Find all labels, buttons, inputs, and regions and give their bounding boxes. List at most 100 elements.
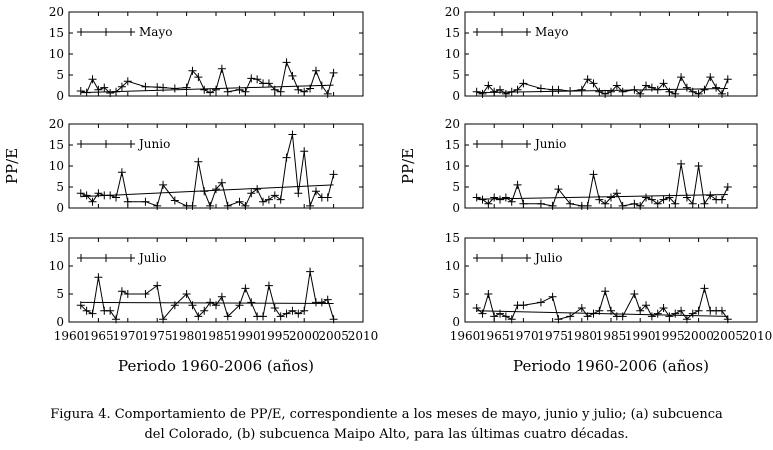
data-point <box>712 83 721 92</box>
data-point <box>282 309 291 318</box>
data-point <box>618 87 627 96</box>
data-point <box>583 201 592 210</box>
legend-marker <box>77 254 85 262</box>
legend-marker <box>102 28 110 36</box>
data-point <box>294 189 303 198</box>
x-tick-label: 1990 <box>230 329 261 343</box>
data-point <box>601 287 610 296</box>
data-point <box>259 197 268 206</box>
data-point <box>329 315 338 324</box>
y-tick-label: 10 <box>49 159 64 173</box>
data-point <box>665 312 674 321</box>
data-point <box>112 193 121 202</box>
data-point <box>706 73 715 82</box>
y-tick-label: 10 <box>49 259 64 273</box>
data-point <box>94 273 103 282</box>
trend-line <box>476 194 728 200</box>
data-point <box>636 89 645 98</box>
data-point <box>82 306 91 315</box>
data-point <box>247 74 256 83</box>
legend-label: Julio <box>533 251 562 265</box>
y-tick-label: 0 <box>56 89 64 103</box>
legend-marker <box>473 140 481 148</box>
data-point <box>665 193 674 202</box>
legend-label: Junio <box>137 137 170 151</box>
chart-b: 0 5 10 15 20 Mayo 0 5 10 15 20 Junio 0 5 10 15 Julio 1960… <box>399 5 772 375</box>
x-tick-label: 1980 <box>567 329 598 343</box>
data-point <box>618 201 627 210</box>
data-point <box>235 301 244 310</box>
data-point <box>501 89 510 98</box>
x-tick-label: 2010 <box>348 329 379 343</box>
data-point <box>607 87 615 96</box>
legend-marker <box>523 140 531 148</box>
legend-marker <box>523 254 531 262</box>
y-tick-label: 5 <box>56 68 64 82</box>
data-point <box>642 81 651 90</box>
data-point <box>688 199 697 208</box>
legend-label: Julio <box>137 251 166 265</box>
y-tick-label: 20 <box>49 5 64 19</box>
data-point <box>253 75 262 84</box>
x-axis-label: Periodo 1960-2006 (años) <box>118 357 314 375</box>
legend-marker <box>473 28 481 36</box>
data-point <box>329 170 338 179</box>
y-tick-label: 15 <box>445 26 460 40</box>
legend-marker <box>77 140 85 148</box>
data-point <box>536 84 545 93</box>
data-point <box>329 68 338 77</box>
data-point <box>671 199 680 208</box>
data-point <box>276 195 285 204</box>
data-point <box>170 196 179 205</box>
data-point <box>507 197 516 206</box>
data-point <box>607 306 615 315</box>
x-tick-label: 1995 <box>654 329 685 343</box>
data-point <box>706 191 715 200</box>
legend-marker <box>102 140 110 148</box>
legend-label: Mayo <box>535 25 568 39</box>
trend-line <box>80 301 334 305</box>
data-point <box>182 83 191 92</box>
data-point <box>484 199 493 208</box>
y-tick-label: 5 <box>452 68 460 82</box>
y-tick-label: 10 <box>445 47 460 61</box>
data-point <box>323 295 332 304</box>
data-point <box>554 85 563 94</box>
data-point <box>241 87 250 96</box>
data-point <box>501 312 510 321</box>
data-point <box>247 298 256 307</box>
y-tick-label: 5 <box>452 287 460 301</box>
data-point <box>548 292 557 301</box>
data-point <box>700 85 709 94</box>
x-tick-label: 1985 <box>596 329 627 343</box>
data-point <box>76 189 85 198</box>
data-point <box>653 85 662 94</box>
data-point <box>642 193 651 202</box>
data-point <box>566 312 575 321</box>
data-point <box>153 201 162 210</box>
data-point <box>241 201 250 210</box>
data-point <box>566 86 575 95</box>
data-point <box>76 86 85 95</box>
data-point <box>264 195 273 204</box>
data-point <box>112 315 121 324</box>
x-tick-label: 1960 <box>54 329 85 343</box>
data-point <box>94 85 103 94</box>
data-point <box>490 312 499 321</box>
data-point <box>76 301 85 310</box>
data-point <box>306 267 315 276</box>
x-tick-label: 2000 <box>289 329 320 343</box>
data-point <box>235 85 244 94</box>
data-point <box>659 79 668 88</box>
data-point <box>253 185 262 194</box>
legend-label: Mayo <box>139 25 172 39</box>
data-point <box>270 191 279 200</box>
data-point <box>566 199 575 208</box>
y-tick-label: 15 <box>49 231 64 245</box>
data-point <box>717 89 726 98</box>
x-tick-label: 1965 <box>479 329 510 343</box>
data-point <box>188 66 197 75</box>
panel-mayo: 0 5 10 15 20 Mayo <box>445 5 758 103</box>
data-point <box>294 309 303 318</box>
data-point <box>141 82 150 91</box>
